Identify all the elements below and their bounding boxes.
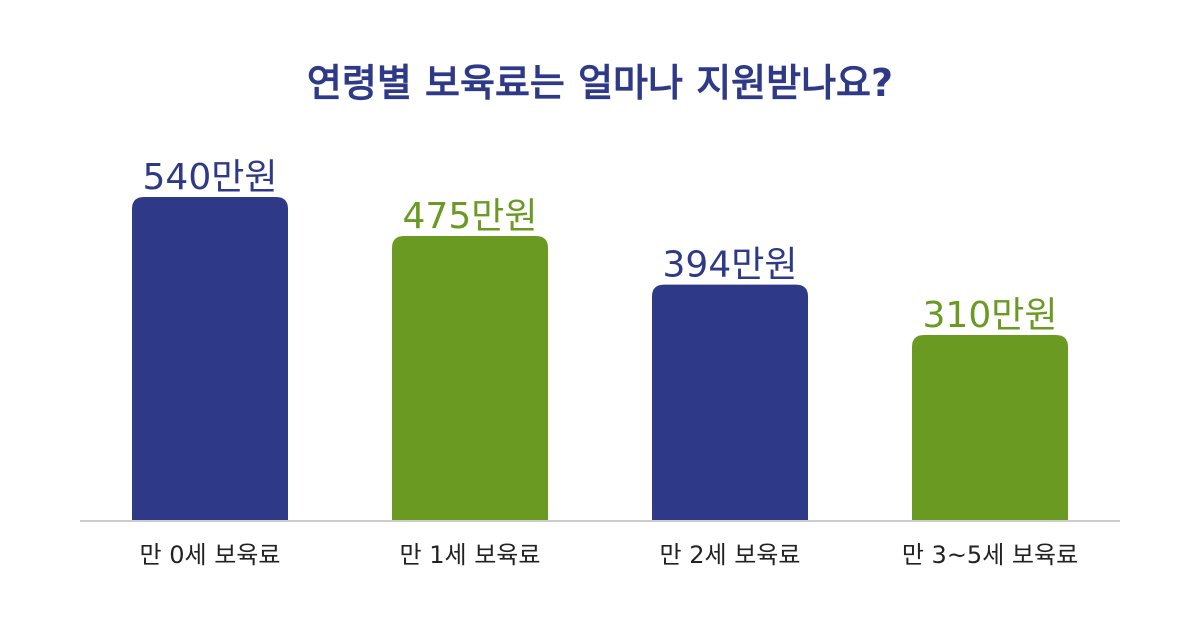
value-label-3: 310만원 [923, 295, 1058, 336]
value-label-1: 475만원 [403, 196, 538, 237]
category-label-3: 만 3~5세 보육료 [902, 541, 1078, 569]
bar-3 [912, 335, 1068, 521]
chart-title: 연령별 보육료는 얼마나 지원받나요? [306, 61, 894, 105]
value-label-2: 394만원 [663, 245, 798, 286]
bar-0 [132, 197, 288, 521]
category-label-0: 만 0세 보육료 [140, 541, 281, 569]
category-label-1: 만 1세 보육료 [400, 541, 541, 569]
bars-layer [132, 197, 1068, 521]
bar-2 [652, 284, 808, 521]
category-label-2: 만 2세 보육료 [660, 541, 801, 569]
value-label-0: 540만원 [143, 157, 278, 198]
bar-1 [392, 236, 548, 521]
